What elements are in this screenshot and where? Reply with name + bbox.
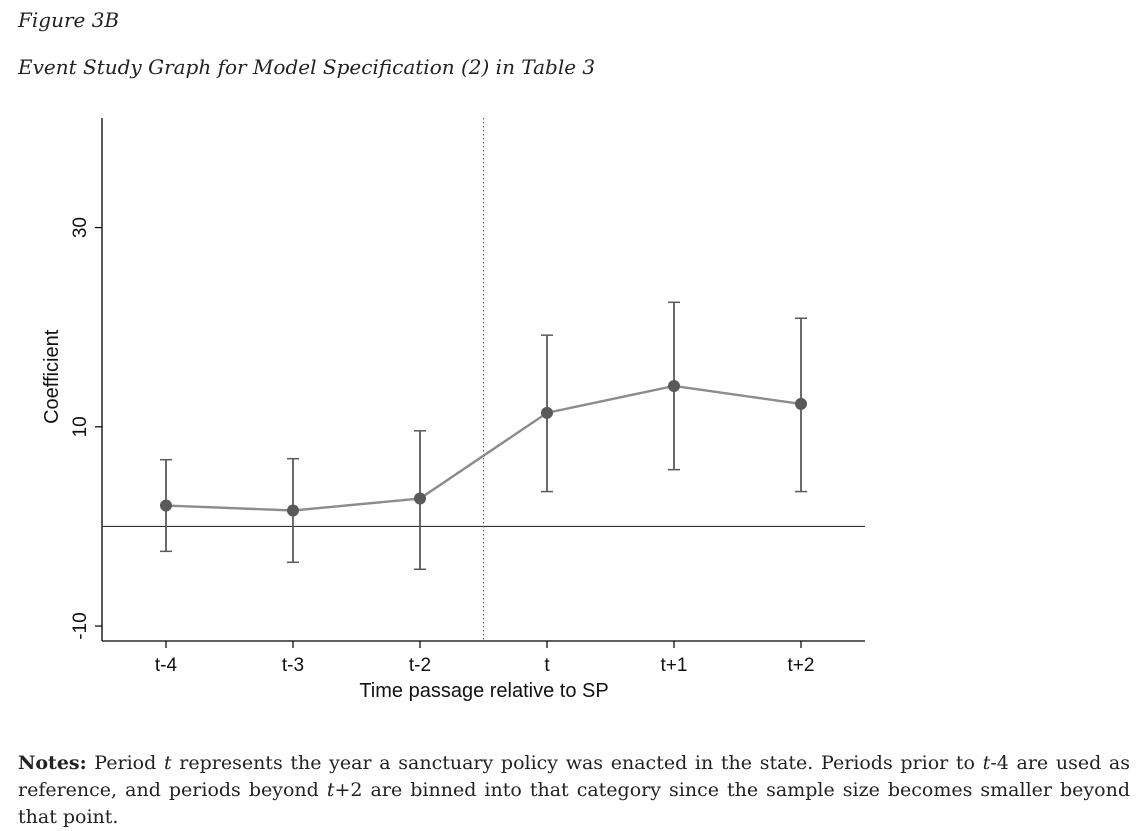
- coefficient-point: [160, 499, 172, 512]
- notes-t-1: t: [163, 752, 172, 774]
- coefficient-point: [795, 397, 807, 410]
- notes-text-2: represents the year a sanctuary policy w…: [171, 752, 983, 774]
- x-tick-label: t-4: [155, 655, 178, 676]
- y-tick-label: 30: [70, 217, 91, 238]
- figure-title: Event Study Graph for Model Specificatio…: [18, 55, 596, 79]
- coefficient-point: [414, 492, 426, 505]
- x-axis-title: Time passage relative to SP: [359, 680, 608, 702]
- notes-t-2: t: [982, 752, 991, 774]
- notes-text-1: Period: [86, 752, 164, 774]
- notes-paragraph: Notes: Period t represents the year a sa…: [18, 750, 1130, 831]
- notes-t-3: t: [326, 779, 335, 801]
- notes-text-3: -4 are used as reference, and periods be…: [18, 752, 1130, 801]
- coefficient-point: [287, 504, 299, 517]
- x-tick-label: t-2: [409, 655, 431, 676]
- x-tick-label: t+1: [661, 655, 688, 676]
- notes-lead: Notes:: [18, 752, 87, 774]
- y-axis-title: Coefficient: [41, 329, 63, 424]
- y-tick-label: 10: [70, 416, 91, 437]
- x-tick-label: t: [544, 655, 550, 676]
- x-tick-label: t+2: [788, 655, 815, 676]
- x-tick-label: t-3: [282, 655, 304, 676]
- figure-label: Figure 3B: [18, 8, 120, 32]
- coefficient-point: [541, 406, 553, 419]
- event-study-chart: -10 10 30 Coefficient t-4 t-3 t-2 t t+1 t+2 Time p…: [41, 118, 865, 702]
- y-tick-label: -10: [70, 612, 91, 639]
- coefficient-point: [668, 379, 680, 392]
- coefficient-line: [165, 384, 802, 512]
